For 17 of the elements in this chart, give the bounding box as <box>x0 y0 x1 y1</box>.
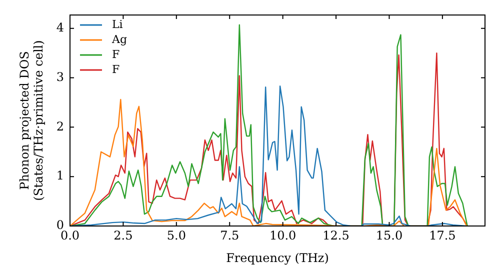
y-tick-label: 1 <box>56 168 64 183</box>
x-tick-label: 10.0 <box>269 228 296 242</box>
y-axis-title: Phonon projected DOS (States/THz·primitive cell) <box>17 40 46 201</box>
legend-label: F <box>112 48 120 61</box>
y-tick-label: 4 <box>56 20 64 34</box>
x-tick-label: 15.0 <box>376 228 403 242</box>
legend-label: F <box>112 62 120 76</box>
x-tick-label: 17.5 <box>429 228 456 242</box>
legend-label: Ag <box>111 32 127 46</box>
y-tick-label: 3 <box>56 70 64 84</box>
y-tick-label: 2 <box>56 119 64 134</box>
x-tick-label: 5.0 <box>166 228 186 242</box>
legend-label: Li <box>112 18 124 31</box>
x-tick-label: 7.5 <box>220 228 240 242</box>
x-tick-label: 2.5 <box>114 228 133 242</box>
x-tick-label: 12.5 <box>322 228 350 242</box>
x-axis-title: Frequency (THz) <box>226 250 329 265</box>
